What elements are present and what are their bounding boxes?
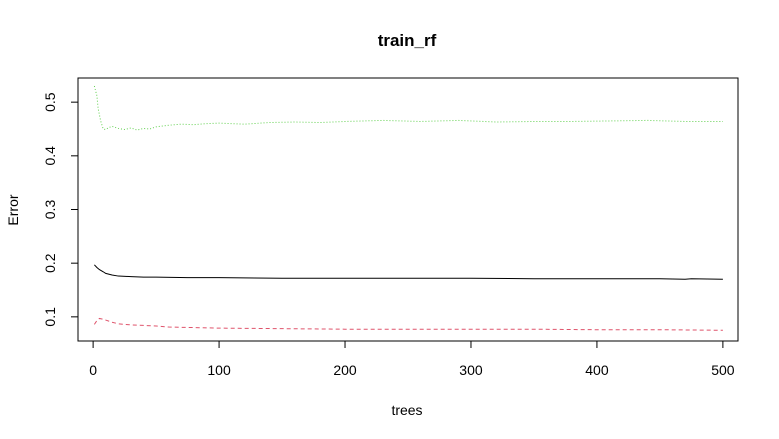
y-axis: 0.1 0.2 0.3 0.4 0.5 [42, 92, 79, 327]
x-axis: 0 100 200 300 400 500 [89, 340, 735, 378]
plot-frame [77, 77, 739, 342]
y-tick-label: 0.4 [42, 146, 58, 166]
y-tick-label: 0.5 [42, 92, 58, 112]
x-tick-label: 500 [711, 362, 735, 378]
x-tick-label: 0 [89, 362, 97, 378]
x-tick-label: 200 [333, 362, 357, 378]
x-tick-label: 100 [207, 362, 231, 378]
y-tick-label: 0.2 [42, 253, 58, 273]
series-line-1 [94, 264, 723, 280]
y-axis-label: Error [5, 194, 21, 225]
series-layer [93, 85, 723, 331]
x-axis-label: trees [391, 402, 422, 418]
y-tick-label: 0.1 [42, 307, 58, 327]
chart-title: train_rf [378, 31, 437, 50]
series-line-2 [93, 317, 723, 331]
series-line-3 [93, 85, 723, 131]
x-tick-label: 300 [459, 362, 483, 378]
x-tick-label: 400 [585, 362, 609, 378]
y-tick-label: 0.3 [42, 200, 58, 220]
